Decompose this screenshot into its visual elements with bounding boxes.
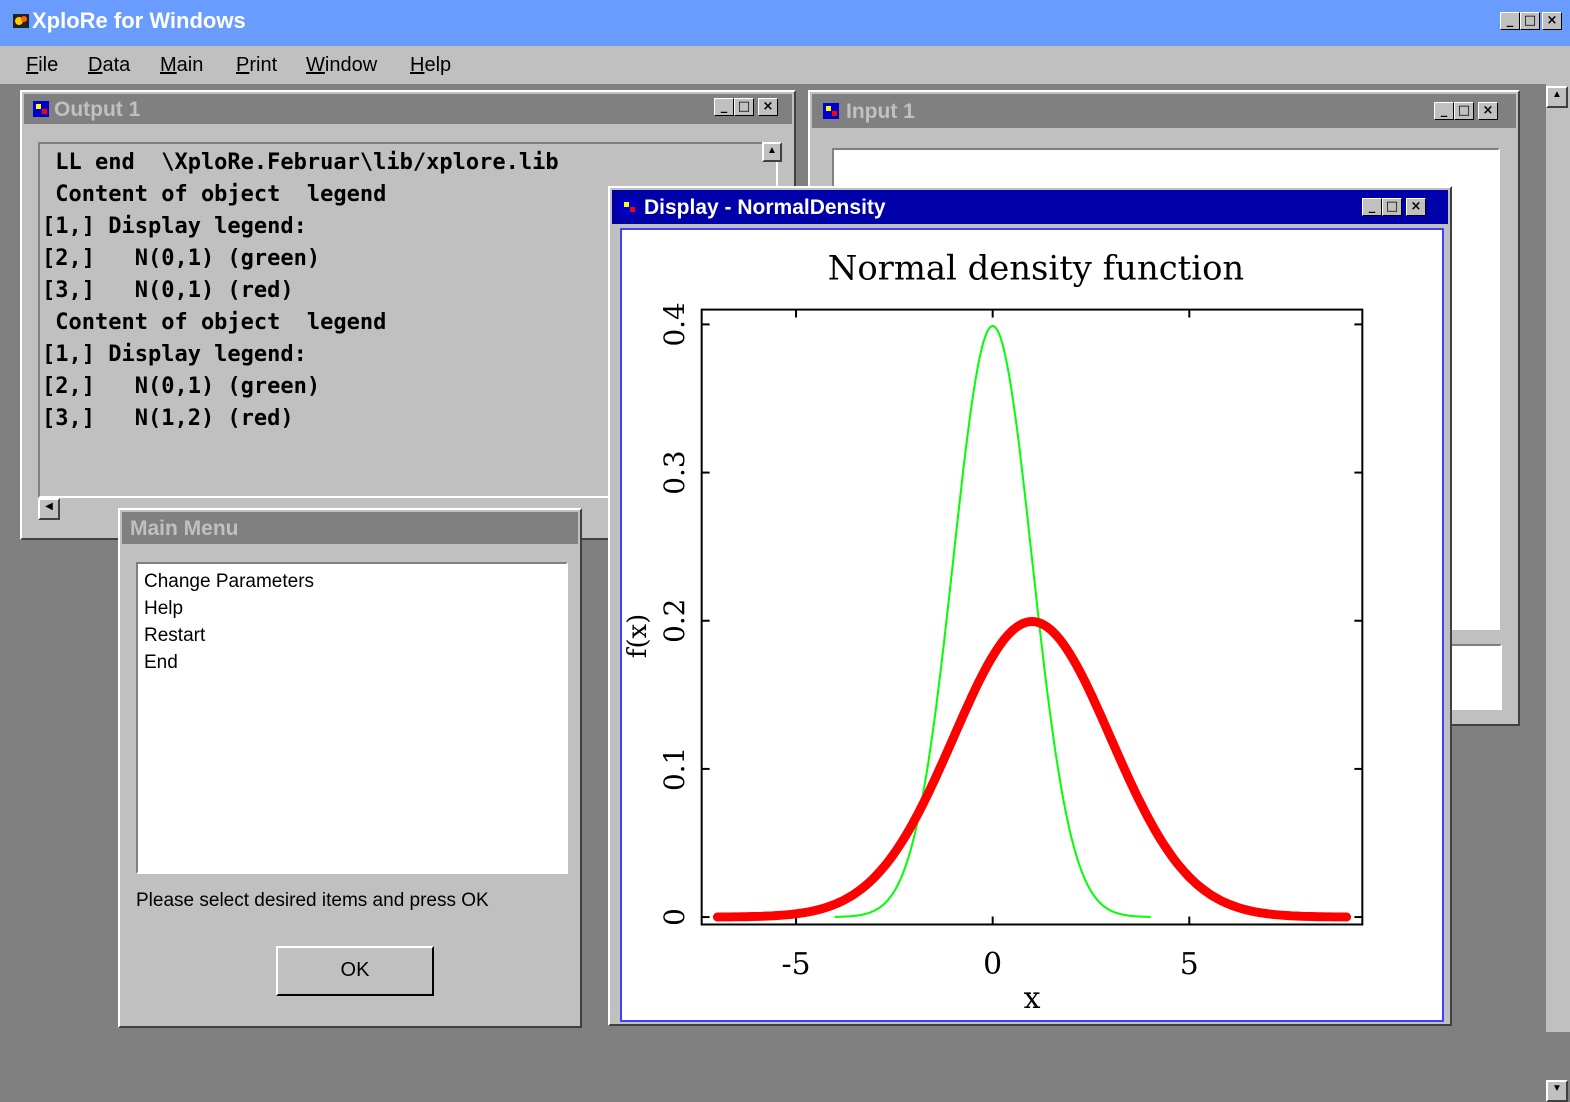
main-menu-dialog: Main Menu Change Parameters Help Restart… <box>118 508 582 1028</box>
y-axis-label: f(x) <box>623 614 653 658</box>
x-tick-label: 0 <box>983 947 1002 982</box>
menu-bar: File Data Main Print Window Help <box>0 46 1570 84</box>
app-vertical-scrollbar[interactable]: ▲ ▼ <box>1546 84 1570 1102</box>
app-title-bar: XploRe for Windows _ □ × <box>0 0 1570 46</box>
main-menu-item-end[interactable]: End <box>144 652 178 673</box>
display-window-title: Display - NormalDensity <box>644 196 886 219</box>
input-window-title-bar: Input 1 _ □ × <box>812 94 1516 128</box>
density-curve-red <box>712 617 1352 922</box>
app-close-button[interactable]: × <box>1542 12 1562 30</box>
y-tick-label: 0.2 <box>658 599 691 643</box>
main-menu-title: Main Menu <box>130 517 239 540</box>
output-line: Content of object legend <box>42 182 387 207</box>
main-menu-listbox[interactable]: Change Parameters Help Restart End <box>136 562 568 874</box>
display-window-title-bar: Display - NormalDensity _ □ × <box>612 190 1448 224</box>
display-maximize-button[interactable]: □ <box>1382 198 1402 216</box>
display-minimize-button[interactable]: _ <box>1362 198 1382 216</box>
app-title: XploRe for Windows <box>32 8 246 33</box>
y-tick-label: 0.3 <box>658 450 691 494</box>
menu-help[interactable]: Help <box>410 54 452 76</box>
input-window-title: Input 1 <box>846 100 915 123</box>
output-line: [1,] Display legend: <box>42 342 307 367</box>
menu-main[interactable]: Main <box>160 54 204 76</box>
output-line: [1,] Display legend: <box>42 214 307 239</box>
input-maximize-button[interactable]: □ <box>1454 102 1474 120</box>
output-line: [2,] N(0,1) (green) <box>42 246 321 271</box>
input-close-button[interactable]: × <box>1478 102 1498 120</box>
xplore-window-icon <box>823 103 839 119</box>
app-minimize-button[interactable]: _ <box>1500 12 1520 30</box>
main-menu-instruction: Please select desired items and press OK <box>136 890 489 911</box>
output-line: [2,] N(0,1) (green) <box>42 374 321 399</box>
display-close-button[interactable]: × <box>1406 198 1426 216</box>
output-scroll-left-button[interactable]: ◀ <box>38 498 60 520</box>
x-axis-label: x <box>1024 981 1041 1016</box>
output-minimize-button[interactable]: _ <box>714 98 734 116</box>
app-scroll-down-button[interactable]: ▼ <box>1546 1080 1568 1102</box>
app-maximize-button[interactable]: □ <box>1520 12 1540 30</box>
menu-print[interactable]: Print <box>236 54 278 76</box>
main-menu-item-restart[interactable]: Restart <box>144 625 206 646</box>
y-tick-label: 0.1 <box>658 747 691 791</box>
x-tick-label: 5 <box>1180 947 1199 982</box>
chart-title: Normal density function <box>828 249 1244 288</box>
y-tick-label: 0 <box>658 908 691 926</box>
output-line: [3,] N(0,1) (red) <box>42 278 294 303</box>
output-maximize-button[interactable]: □ <box>734 98 754 116</box>
density-curve-green <box>834 325 1151 918</box>
app-scroll-up-button[interactable]: ▲ <box>1546 86 1568 108</box>
output-line: LL end \XploRe.Februar\lib/xplore.lib <box>42 150 559 175</box>
output-window-title-bar: Output 1 _ □ × <box>24 94 792 124</box>
input-minimize-button[interactable]: _ <box>1434 102 1454 120</box>
x-tick-label: -5 <box>782 947 811 982</box>
main-menu-item-help[interactable]: Help <box>144 598 184 619</box>
plot-frame <box>700 308 1364 926</box>
main-menu-title-bar: Main Menu <box>122 512 578 544</box>
ok-button[interactable]: OK <box>276 946 434 996</box>
display-window: Display - NormalDensity _ □ × Normal den… <box>608 186 1452 1026</box>
xplore-window-icon <box>33 101 49 117</box>
output-scroll-up-button[interactable]: ▲ <box>762 142 782 162</box>
output-line: Content of object legend <box>42 310 387 335</box>
menu-data[interactable]: Data <box>88 54 131 76</box>
xplore-window-icon <box>621 199 637 215</box>
output-line: [3,] N(1,2) (red) <box>42 406 294 431</box>
normal-density-chart: Normal density function -5 0 5 0 0.1 0.2 0.3 0… <box>620 228 1444 1022</box>
menu-file[interactable]: File <box>26 54 59 76</box>
menu-window[interactable]: Window <box>306 54 378 76</box>
output-close-button[interactable]: × <box>758 98 778 116</box>
y-tick-label: 0.4 <box>658 302 691 346</box>
main-menu-item-change-parameters[interactable]: Change Parameters <box>144 571 315 592</box>
output-window-title: Output 1 <box>54 98 141 121</box>
xplore-app-icon <box>13 14 29 28</box>
